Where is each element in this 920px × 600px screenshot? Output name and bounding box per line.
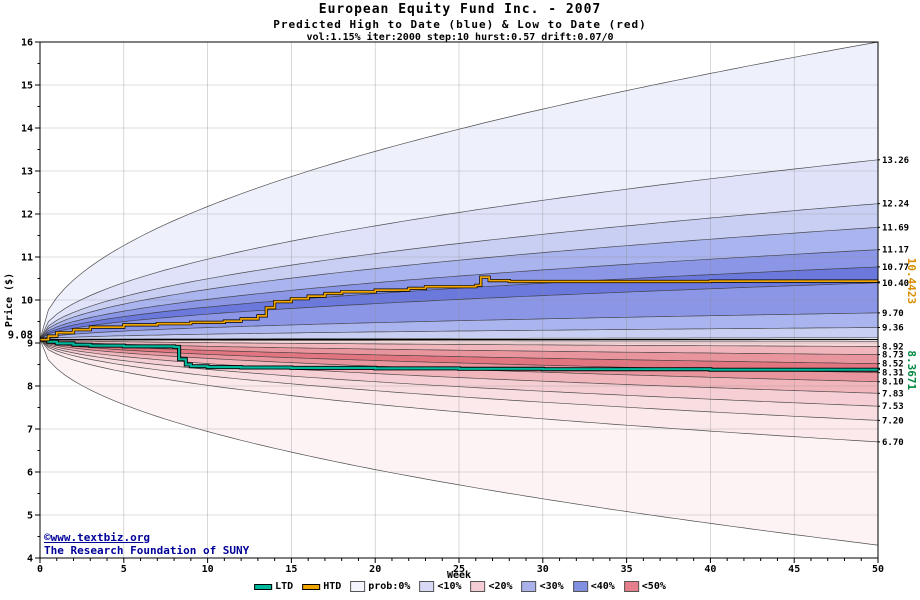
legend-box-swatch xyxy=(521,581,537,592)
legend-item-prob-0-: prob:0% xyxy=(350,581,410,592)
svg-text:7.20: 7.20 xyxy=(882,416,904,426)
legend-box-swatch xyxy=(350,581,366,592)
legend-item-htd: HTD xyxy=(302,581,341,592)
svg-text:40: 40 xyxy=(704,564,716,575)
legend-label: <10% xyxy=(437,581,462,592)
svg-text:4: 4 xyxy=(27,554,33,565)
copyright-org: The Research Foundation of SUNY xyxy=(44,544,250,557)
chart-titles: European Equity Fund Inc. - 2007 Predict… xyxy=(0,2,920,43)
legend-box-swatch xyxy=(623,581,639,592)
svg-text:5: 5 xyxy=(27,511,33,522)
chart-params: vol:1.15% iter:2000 step:10 hurst:0.57 d… xyxy=(306,32,614,43)
svg-text:6: 6 xyxy=(27,468,33,479)
svg-text:8: 8 xyxy=(27,382,33,393)
htd-line xyxy=(40,275,880,342)
svg-text:12: 12 xyxy=(21,210,33,221)
legend-label: <50% xyxy=(641,581,666,592)
axes: 0 5 10 15 20 25 30 35 40 45 5045678910111213141516… xyxy=(3,38,884,582)
x-axis-label: Week xyxy=(447,570,471,581)
svg-text:10: 10 xyxy=(21,296,33,307)
ltd-line xyxy=(40,337,880,372)
blue-band xyxy=(40,159,878,340)
right-labels: 13.26 12.24 11.69 11.17 10.77 10.40 9.70 9.36 8.… xyxy=(878,156,918,448)
legend-item-ltd: LTD xyxy=(254,581,293,592)
svg-text:7.83: 7.83 xyxy=(882,389,904,399)
legend-label: <30% xyxy=(539,581,564,592)
svg-text:13.26: 13.26 xyxy=(882,156,909,166)
chart-subtitle: Predicted High to Date (blue) & Low to D… xyxy=(273,18,647,31)
svg-text:10.4423: 10.4423 xyxy=(905,258,918,304)
svg-text:13: 13 xyxy=(21,167,33,178)
svg-text:7: 7 xyxy=(27,425,33,436)
svg-text:12.24: 12.24 xyxy=(882,200,910,210)
chart-title: European Equity Fund Inc. - 2007 xyxy=(318,2,602,17)
svg-text:10: 10 xyxy=(202,564,214,575)
red-band xyxy=(40,339,878,421)
svg-text:50: 50 xyxy=(872,564,884,575)
legend-box-swatch xyxy=(572,581,588,592)
svg-text:8.52: 8.52 xyxy=(882,360,904,370)
svg-text:9.08: 9.08 xyxy=(8,330,33,342)
svg-text:0: 0 xyxy=(37,564,43,575)
red-band xyxy=(40,339,878,442)
legend-label: <40% xyxy=(590,581,615,592)
legend-box-swatch xyxy=(419,581,435,592)
legend-label: LTD xyxy=(275,581,294,592)
blue-band xyxy=(40,203,878,340)
blue-band xyxy=(40,249,878,340)
svg-text:10.40: 10.40 xyxy=(882,279,909,289)
svg-text:8.10: 8.10 xyxy=(882,378,904,388)
svg-text:8.31: 8.31 xyxy=(882,369,904,379)
legend-label: HTD xyxy=(323,581,342,592)
svg-text:9.70: 9.70 xyxy=(882,309,904,319)
svg-text:45: 45 xyxy=(788,564,800,575)
blue-band xyxy=(40,266,878,340)
copyright-link[interactable]: ©www.textbiz.org xyxy=(44,531,150,544)
red-band xyxy=(40,339,878,394)
legend-label: <20% xyxy=(488,581,513,592)
svg-text:25: 25 xyxy=(453,564,465,575)
svg-text:14: 14 xyxy=(21,124,33,135)
legend-line-swatch xyxy=(254,583,273,590)
legend-item--10-: <10% xyxy=(419,581,462,592)
svg-text:8.3671: 8.3671 xyxy=(905,350,918,390)
svg-text:30: 30 xyxy=(537,564,549,575)
blue-band xyxy=(40,227,878,340)
legend-item--30-: <30% xyxy=(521,581,564,592)
chart-legend: LTD HTD prob:0% <10% <20% <30% <40% <50% xyxy=(254,581,666,592)
svg-text:8.73: 8.73 xyxy=(882,351,904,361)
svg-text:20: 20 xyxy=(369,564,381,575)
gridlines xyxy=(40,42,878,558)
svg-text:16: 16 xyxy=(21,38,33,49)
y-axis-label: Price ($) xyxy=(3,273,15,327)
legend-item--40-: <40% xyxy=(572,581,615,592)
svg-text:9.36: 9.36 xyxy=(882,324,904,334)
legend-box-swatch xyxy=(470,581,486,592)
svg-text:9: 9 xyxy=(27,339,33,350)
svg-text:7.53: 7.53 xyxy=(882,402,904,412)
svg-text:11: 11 xyxy=(21,253,33,264)
svg-text:15: 15 xyxy=(21,81,33,92)
red-band xyxy=(40,339,878,407)
legend-item--50-: <50% xyxy=(623,581,666,592)
legend-label: prob:0% xyxy=(368,581,411,592)
legend-item--20-: <20% xyxy=(470,581,513,592)
red-band xyxy=(40,339,878,373)
svg-text:35: 35 xyxy=(621,564,633,575)
svg-text:11.17: 11.17 xyxy=(882,246,909,256)
svg-text:15: 15 xyxy=(285,564,297,575)
copyright-block: ©www.textbiz.org The Research Foundation… xyxy=(44,531,249,557)
svg-text:5: 5 xyxy=(121,564,127,575)
svg-text:6.70: 6.70 xyxy=(882,438,904,448)
legend-line-swatch xyxy=(302,583,321,590)
svg-text:11.69: 11.69 xyxy=(882,223,909,233)
svg-text:10.77: 10.77 xyxy=(882,263,909,273)
svg-text:8.92: 8.92 xyxy=(882,342,904,352)
